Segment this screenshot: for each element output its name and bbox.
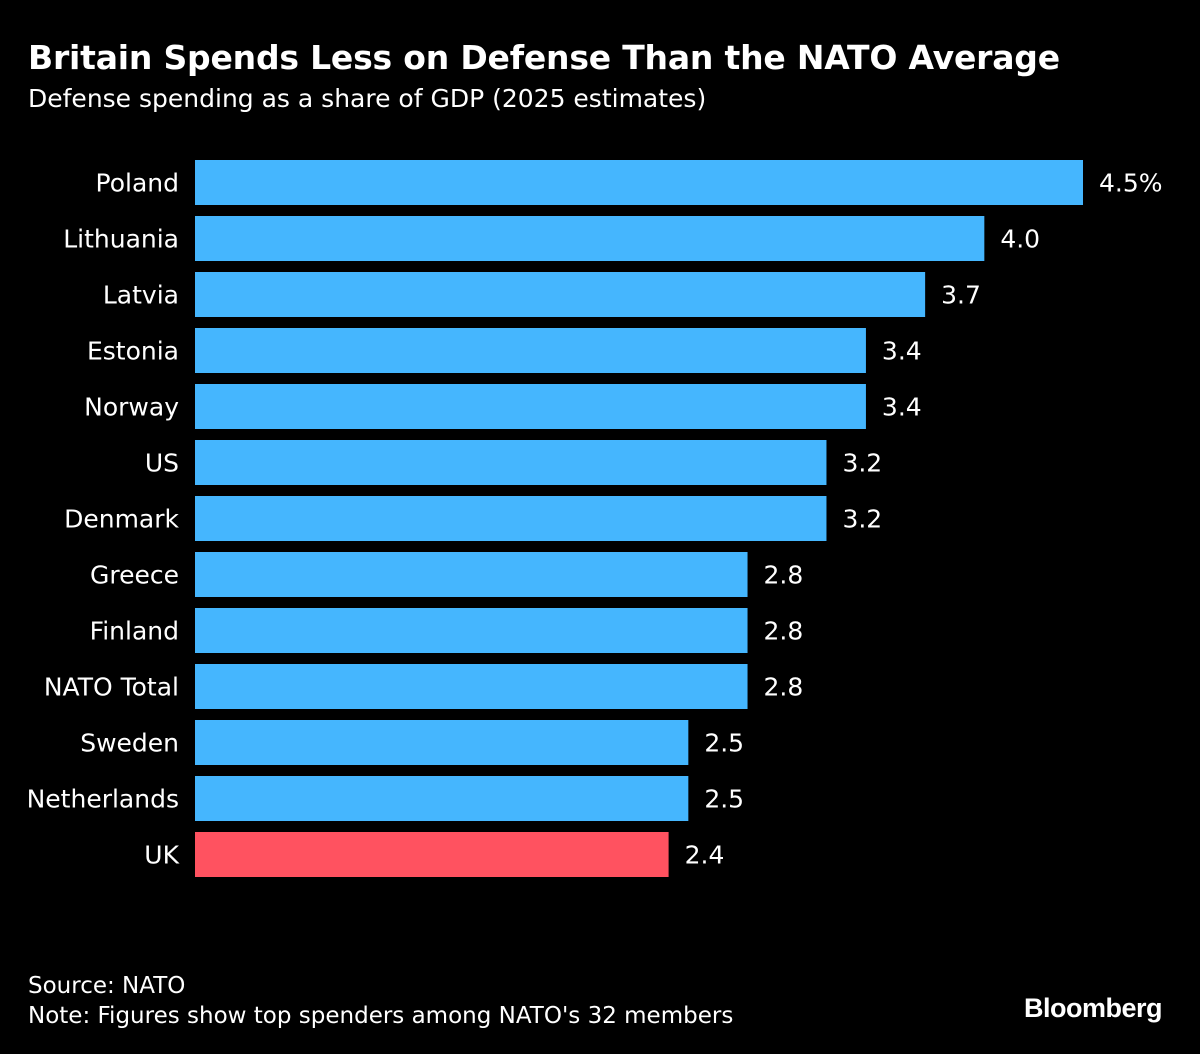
bar-sweden [195, 720, 689, 765]
bar-netherlands [195, 776, 689, 821]
value-label-sweden: 2.5 [704, 729, 744, 758]
category-label-netherlands: Netherlands [27, 785, 179, 814]
bar-nato-total [195, 664, 748, 709]
category-label-nato-total: NATO Total [44, 673, 179, 702]
bar-latvia [195, 272, 926, 317]
category-label-latvia: Latvia [103, 281, 179, 310]
bar-poland [195, 160, 1083, 205]
bar-finland [195, 608, 748, 653]
category-label-denmark: Denmark [64, 505, 179, 534]
value-label-estonia: 3.4 [882, 337, 922, 366]
category-label-finland: Finland [90, 617, 179, 646]
value-label-greece: 2.8 [764, 561, 804, 590]
bar-uk [195, 832, 669, 877]
value-label-lithuania: 4.0 [1000, 225, 1040, 254]
value-label-netherlands: 2.5 [704, 785, 744, 814]
footnote: Note: Figures show top spenders among NA… [28, 1003, 734, 1029]
chart-title: Britain Spends Less on Defense Than the … [28, 38, 1060, 77]
bar-us [195, 440, 827, 485]
category-label-norway: Norway [84, 393, 179, 422]
source-note: Source: NATO [28, 973, 186, 999]
bar-greece [195, 552, 748, 597]
bar-chart: Poland 4.5% Lithuania 4.0 Latvia 3.7 Estonia 3.… [27, 160, 1163, 877]
value-label-uk: 2.4 [685, 841, 725, 870]
value-label-finland: 2.8 [764, 617, 804, 646]
bar-norway [195, 384, 866, 429]
category-label-lithuania: Lithuania [63, 225, 179, 254]
value-label-denmark: 3.2 [842, 505, 882, 534]
chart-subtitle: Defense spending as a share of GDP (2025… [28, 84, 707, 113]
value-label-poland: 4.5% [1099, 169, 1163, 198]
category-label-poland: Poland [96, 169, 179, 198]
category-label-us: US [145, 449, 179, 478]
bar-denmark [195, 496, 827, 541]
value-label-norway: 3.4 [882, 393, 922, 422]
category-label-estonia: Estonia [87, 337, 179, 366]
category-label-sweden: Sweden [80, 729, 179, 758]
value-label-latvia: 3.7 [941, 281, 981, 310]
category-label-uk: UK [144, 841, 179, 870]
category-label-greece: Greece [90, 561, 179, 590]
value-label-us: 3.2 [842, 449, 882, 478]
bar-lithuania [195, 216, 985, 261]
value-label-nato-total: 2.8 [764, 673, 804, 702]
bloomberg-logo: Bloomberg [1023, 993, 1163, 1023]
bar-estonia [195, 328, 866, 373]
